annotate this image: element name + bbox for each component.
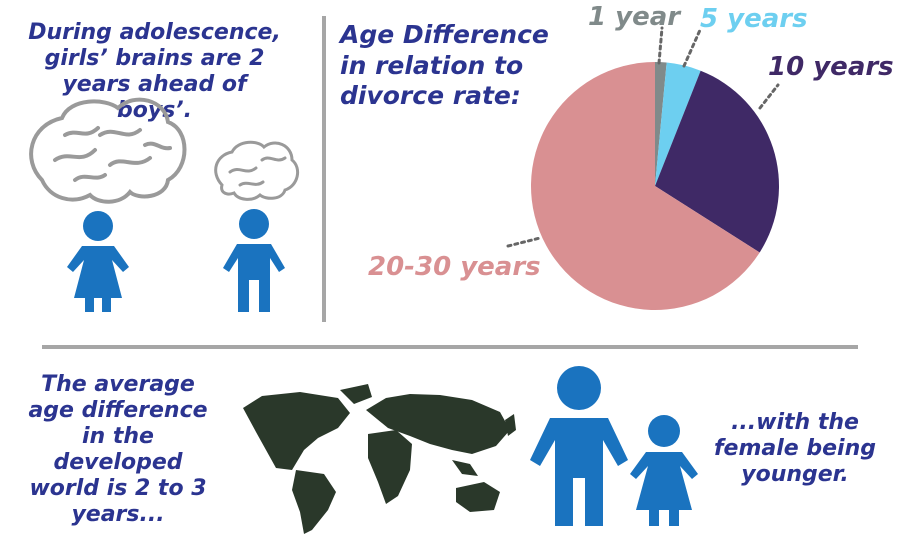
brain-outline-icon — [29, 97, 187, 204]
slice-label-10-years: 10 years — [768, 52, 894, 82]
slice-label-1-year: 1 year — [588, 2, 681, 32]
girl-figure-icon — [67, 211, 129, 312]
pie-slice-10-years — [655, 70, 779, 253]
chart-title: Age Difference in relation to divorce ra… — [340, 20, 549, 110]
pie-slice-5-years — [655, 62, 701, 186]
vertical-divider — [322, 16, 326, 322]
man-figure-icon — [530, 366, 628, 526]
girl-figure-icon — [630, 415, 698, 526]
slice-label-20-30-years: 20-30 years — [368, 252, 541, 282]
world-map-icon — [243, 384, 516, 534]
average-age-fact-text: The average age difference in the develo… — [28, 372, 208, 527]
female-younger-text: ...with the female being younger. — [713, 410, 876, 487]
leader-line-1-year — [657, 26, 664, 65]
leader-line-10-years — [758, 83, 780, 110]
slice-label-5-years: 5 years — [700, 4, 808, 34]
leader-line-20-30-years — [506, 236, 542, 248]
pie-slice-20-30-years — [531, 62, 760, 310]
boy-figure-icon — [223, 209, 285, 312]
brain-outline-icon — [214, 140, 300, 201]
horizontal-divider — [42, 345, 858, 349]
leader-line-5-years — [682, 28, 702, 68]
pie-slice-1-year — [655, 62, 667, 186]
